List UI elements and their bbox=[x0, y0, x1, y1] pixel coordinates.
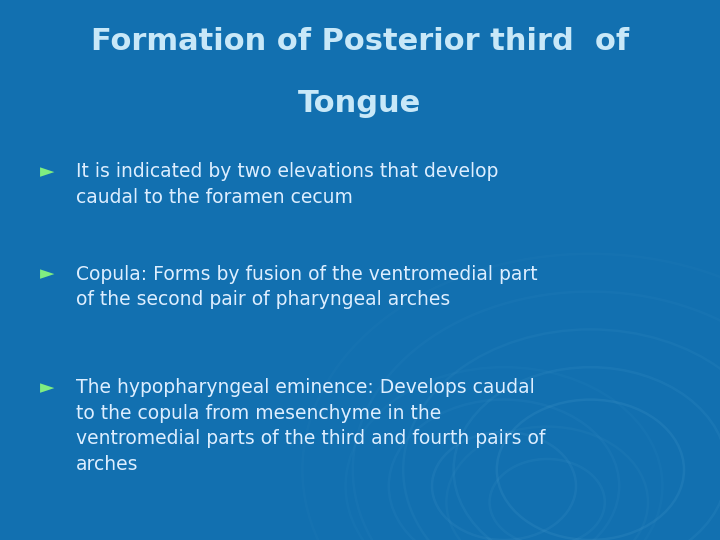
Text: Formation of Posterior third  of: Formation of Posterior third of bbox=[91, 27, 629, 56]
Text: ►: ► bbox=[40, 378, 54, 397]
Text: ►: ► bbox=[40, 265, 54, 284]
Text: Tongue: Tongue bbox=[298, 89, 422, 118]
Text: ►: ► bbox=[40, 162, 54, 181]
Text: It is indicated by two elevations that develop
caudal to the foramen cecum: It is indicated by two elevations that d… bbox=[76, 162, 498, 207]
Text: The hypopharyngeal eminence: Develops caudal
to the copula from mesenchyme in th: The hypopharyngeal eminence: Develops ca… bbox=[76, 378, 545, 474]
Text: Copula: Forms by fusion of the ventromedial part
of the second pair of pharyngea: Copula: Forms by fusion of the ventromed… bbox=[76, 265, 537, 309]
